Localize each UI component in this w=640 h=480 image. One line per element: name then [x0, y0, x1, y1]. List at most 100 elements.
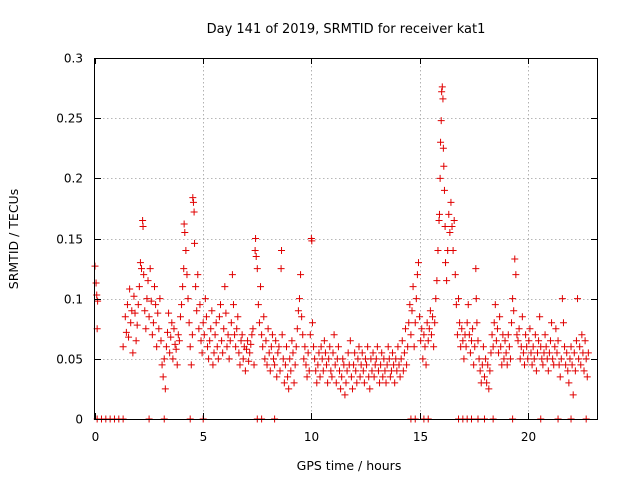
- data-point: [238, 331, 246, 339]
- data-point: [470, 361, 478, 369]
- data-point: [529, 343, 537, 351]
- data-point: [489, 343, 497, 351]
- data-point: [353, 379, 361, 387]
- data-point: [376, 379, 384, 387]
- data-point: [581, 337, 589, 345]
- data-point: [223, 343, 231, 351]
- data-point: [497, 343, 505, 351]
- data-point: [418, 325, 426, 333]
- data-point: [255, 319, 263, 327]
- data-point: [500, 355, 508, 363]
- data-point: [190, 208, 198, 216]
- data-point: [405, 319, 413, 327]
- y-tick-label: 0.2: [64, 172, 83, 186]
- data-point: [141, 307, 149, 315]
- data-point: [460, 355, 468, 363]
- data-point: [368, 367, 376, 375]
- data-point: [485, 385, 493, 393]
- data-point: [466, 349, 474, 357]
- data-point: [193, 307, 201, 315]
- data-point: [220, 325, 228, 333]
- data-point: [259, 343, 267, 351]
- data-point: [162, 343, 170, 351]
- data-point: [289, 349, 297, 357]
- data-point: [235, 349, 243, 357]
- data-point: [135, 283, 143, 291]
- data-point: [293, 325, 301, 333]
- data-point: [453, 331, 461, 339]
- data-point: [356, 373, 364, 381]
- data-point: [280, 379, 288, 387]
- data-point: [341, 391, 349, 399]
- data-point: [317, 343, 325, 351]
- data-point: [263, 361, 271, 369]
- data-point: [472, 295, 480, 303]
- data-point: [344, 349, 352, 357]
- data-point: [501, 337, 509, 345]
- data-point: [208, 307, 216, 315]
- data-point: [199, 319, 207, 327]
- data-point: [270, 355, 278, 363]
- data-point: [154, 309, 162, 317]
- data-point: [374, 367, 382, 375]
- data-point: [359, 367, 367, 375]
- y-tick-label: 0.05: [56, 353, 83, 367]
- data-point: [92, 279, 100, 287]
- data-point: [331, 361, 339, 369]
- data-point: [215, 313, 223, 321]
- data-point: [435, 216, 443, 224]
- data-point: [519, 349, 527, 357]
- data-point: [521, 361, 529, 369]
- data-point: [469, 325, 477, 333]
- data-point: [409, 283, 417, 291]
- data-point: [325, 355, 333, 363]
- data-point: [144, 277, 152, 285]
- data-point: [549, 355, 557, 363]
- data-point: [167, 333, 175, 341]
- data-point: [311, 355, 319, 363]
- data-point: [554, 337, 562, 345]
- data-point: [423, 319, 431, 327]
- data-point: [94, 297, 102, 305]
- data-point: [218, 337, 226, 345]
- data-point: [377, 361, 385, 369]
- data-point: [577, 361, 585, 369]
- data-point: [524, 355, 532, 363]
- data-point: [166, 349, 174, 357]
- data-point: [254, 301, 262, 309]
- data-point: [546, 337, 554, 345]
- data-point: [212, 319, 220, 327]
- data-point: [439, 95, 447, 103]
- data-point: [429, 313, 437, 321]
- data-point: [531, 331, 539, 339]
- data-point: [526, 325, 534, 333]
- data-point: [121, 313, 129, 321]
- data-point: [465, 331, 473, 339]
- data-point: [348, 385, 356, 393]
- data-point: [358, 349, 366, 357]
- data-point: [443, 277, 451, 285]
- data-point: [226, 337, 234, 345]
- data-point: [288, 337, 296, 345]
- data-point: [523, 343, 531, 351]
- x-tick-label: 10: [304, 430, 319, 444]
- data-point: [292, 343, 300, 351]
- data-point: [452, 301, 460, 309]
- data-point: [171, 340, 179, 348]
- data-point: [355, 343, 363, 351]
- data-point: [143, 295, 151, 303]
- data-point: [320, 337, 328, 345]
- data-point: [568, 361, 576, 369]
- data-point: [570, 349, 578, 357]
- data-point: [511, 255, 519, 263]
- data-point: [161, 385, 169, 393]
- data-point: [287, 367, 295, 375]
- data-point: [516, 355, 524, 363]
- x-tick-label: 15: [413, 430, 428, 444]
- data-point: [189, 198, 197, 206]
- data-point: [314, 361, 322, 369]
- data-point: [437, 117, 445, 125]
- data-point: [584, 349, 592, 357]
- data-point: [343, 367, 351, 375]
- data-point: [172, 345, 180, 353]
